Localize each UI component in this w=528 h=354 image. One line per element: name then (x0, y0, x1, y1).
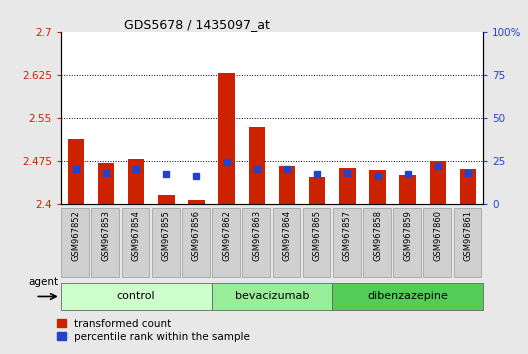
Bar (68, 139, 84, 204)
Bar (430, 161, 446, 204)
FancyBboxPatch shape (91, 208, 119, 277)
Text: GSM967860: GSM967860 (433, 210, 442, 261)
Bar (339, 168, 356, 204)
FancyBboxPatch shape (212, 283, 332, 310)
Text: GSM967859: GSM967859 (403, 210, 412, 261)
Text: GSM967861: GSM967861 (464, 210, 473, 261)
FancyBboxPatch shape (61, 283, 212, 310)
FancyBboxPatch shape (333, 208, 361, 277)
Text: GSM967858: GSM967858 (373, 210, 382, 261)
FancyBboxPatch shape (152, 208, 180, 277)
Bar (309, 177, 325, 204)
Bar (219, 73, 235, 204)
Text: agent: agent (28, 277, 58, 287)
Bar (98, 164, 114, 204)
FancyBboxPatch shape (182, 208, 210, 277)
FancyBboxPatch shape (363, 208, 391, 277)
Bar (460, 169, 476, 204)
Bar (399, 175, 416, 204)
Text: GSM967863: GSM967863 (252, 210, 261, 261)
FancyBboxPatch shape (272, 208, 300, 277)
Bar (128, 160, 145, 204)
Text: control: control (117, 291, 155, 302)
Bar (369, 170, 386, 204)
FancyBboxPatch shape (121, 208, 149, 277)
FancyBboxPatch shape (454, 208, 482, 277)
Text: GDS5678 / 1435097_at: GDS5678 / 1435097_at (124, 18, 270, 31)
FancyBboxPatch shape (423, 208, 451, 277)
Text: GSM967865: GSM967865 (313, 210, 322, 261)
Bar (188, 200, 205, 204)
Text: GSM967856: GSM967856 (192, 210, 201, 261)
Text: GSM967854: GSM967854 (131, 210, 140, 261)
FancyBboxPatch shape (242, 208, 270, 277)
FancyBboxPatch shape (332, 283, 483, 310)
Bar (249, 127, 265, 204)
Bar (158, 195, 175, 204)
Text: GSM967855: GSM967855 (162, 210, 171, 261)
FancyBboxPatch shape (212, 208, 240, 277)
Text: dibenzazepine: dibenzazepine (367, 291, 448, 302)
Text: GSM967862: GSM967862 (222, 210, 231, 261)
FancyBboxPatch shape (393, 208, 421, 277)
Legend: transformed count, percentile rank within the sample: transformed count, percentile rank withi… (55, 317, 252, 344)
Text: GSM967864: GSM967864 (282, 210, 291, 261)
Bar (279, 166, 295, 204)
Text: GSM967853: GSM967853 (101, 210, 110, 261)
Text: bevacizumab: bevacizumab (235, 291, 309, 302)
Text: GSM967852: GSM967852 (71, 210, 80, 261)
FancyBboxPatch shape (61, 208, 89, 277)
FancyBboxPatch shape (303, 208, 331, 277)
Text: GSM967857: GSM967857 (343, 210, 352, 261)
